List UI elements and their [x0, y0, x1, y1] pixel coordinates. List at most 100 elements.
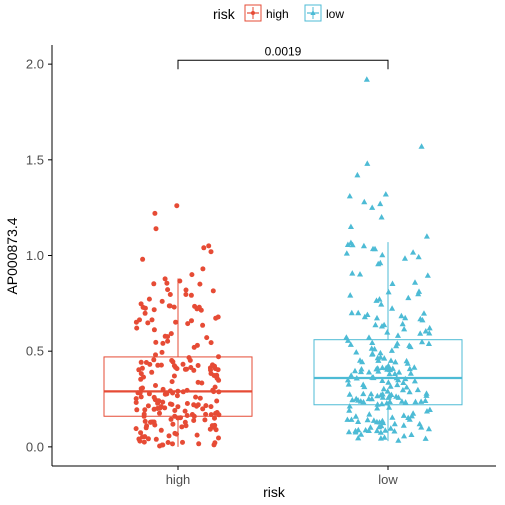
data-point-high	[160, 442, 166, 448]
data-point-low	[358, 366, 365, 372]
data-point-low	[358, 431, 365, 437]
data-point-low	[425, 340, 432, 346]
data-point-low	[389, 280, 396, 286]
boxes	[103, 242, 463, 447]
data-point-low	[419, 338, 426, 345]
data-point-high	[153, 352, 158, 358]
data-point-low	[395, 376, 402, 383]
data-point-high	[149, 369, 155, 375]
data-point-low	[374, 401, 381, 407]
data-point-high	[153, 339, 159, 345]
data-point-low	[355, 418, 362, 424]
data-point-low	[348, 416, 355, 422]
data-point-low	[357, 271, 364, 277]
data-point-high	[138, 394, 144, 400]
data-point-low	[385, 288, 392, 295]
data-point-low	[406, 365, 413, 372]
legend-label-high: high	[266, 7, 289, 21]
data-point-low	[354, 171, 361, 178]
data-point-low	[346, 193, 353, 199]
data-point-low	[344, 416, 351, 422]
data-point-low	[405, 414, 412, 420]
data-point-high	[158, 427, 164, 433]
data-point-high	[174, 203, 180, 209]
data-point-high	[194, 403, 200, 409]
data-point-high	[185, 321, 191, 327]
data-point-high	[140, 256, 146, 262]
data-point-low	[365, 334, 372, 340]
x-ticks: high low	[166, 466, 398, 487]
data-point-high	[191, 367, 197, 373]
data-point-high	[200, 322, 206, 328]
data-point-high	[179, 424, 185, 430]
bracket-line	[177, 59, 389, 70]
data-point-low	[377, 349, 384, 356]
data-point-low	[355, 309, 362, 316]
p-value-label: 0.0019	[265, 44, 302, 58]
data-point-high	[191, 344, 197, 350]
data-point-high	[140, 385, 145, 391]
data-point-low	[367, 424, 374, 430]
data-point-low	[357, 368, 364, 375]
data-point-low	[388, 347, 395, 353]
data-point-low	[400, 422, 407, 428]
data-point-low	[424, 272, 431, 278]
data-point-low	[402, 314, 409, 321]
data-point-low	[352, 429, 359, 435]
data-point-low	[377, 435, 384, 441]
data-point-low	[377, 200, 384, 207]
data-point-low	[371, 345, 378, 352]
data-point-low	[406, 388, 413, 395]
data-point-low	[380, 385, 387, 392]
data-point-high	[210, 362, 215, 368]
data-point-high	[201, 245, 207, 251]
data-point-high	[216, 435, 221, 441]
data-point-low	[347, 239, 354, 245]
data-point-high	[214, 375, 220, 381]
data-point-low	[398, 312, 405, 319]
data-point-low	[394, 381, 401, 388]
data-point-high	[174, 393, 180, 399]
data-point-low	[391, 420, 398, 427]
data-point-low	[360, 242, 367, 249]
data-point-low	[387, 383, 394, 389]
data-point-high	[165, 287, 171, 293]
data-point-high	[192, 303, 198, 309]
data-point-low	[363, 76, 370, 82]
data-point-high	[171, 304, 177, 310]
data-point-high	[175, 404, 181, 410]
data-point-high	[172, 408, 178, 413]
data-point-low	[422, 435, 429, 441]
jitter-points	[133, 76, 433, 449]
data-point-low	[360, 398, 367, 405]
data-point-low	[378, 323, 385, 329]
data-point-low	[411, 364, 418, 370]
data-point-low	[381, 434, 388, 440]
data-point-high	[155, 362, 161, 368]
data-point-high	[139, 365, 145, 371]
data-point-high	[160, 340, 166, 346]
data-point-low	[374, 427, 381, 434]
data-point-high	[142, 407, 148, 413]
data-point-low	[361, 383, 368, 390]
data-point-high	[194, 432, 200, 438]
data-point-low	[426, 324, 433, 331]
data-point-high	[196, 441, 202, 447]
data-point-low	[379, 364, 386, 370]
data-point-high	[162, 276, 168, 282]
data-point-low	[418, 398, 425, 404]
data-point-high	[182, 408, 188, 414]
data-point-high	[145, 436, 151, 442]
data-point-high	[177, 278, 183, 284]
data-point-low	[410, 410, 417, 416]
data-point-low	[400, 412, 407, 418]
data-point-high	[151, 394, 157, 400]
data-point-high	[195, 363, 201, 368]
data-point-low	[423, 233, 430, 239]
data-point-high	[167, 292, 173, 297]
data-point-high	[210, 288, 216, 294]
box-high	[103, 278, 253, 447]
x-tick-label: high	[166, 472, 191, 487]
data-point-high	[197, 281, 203, 287]
